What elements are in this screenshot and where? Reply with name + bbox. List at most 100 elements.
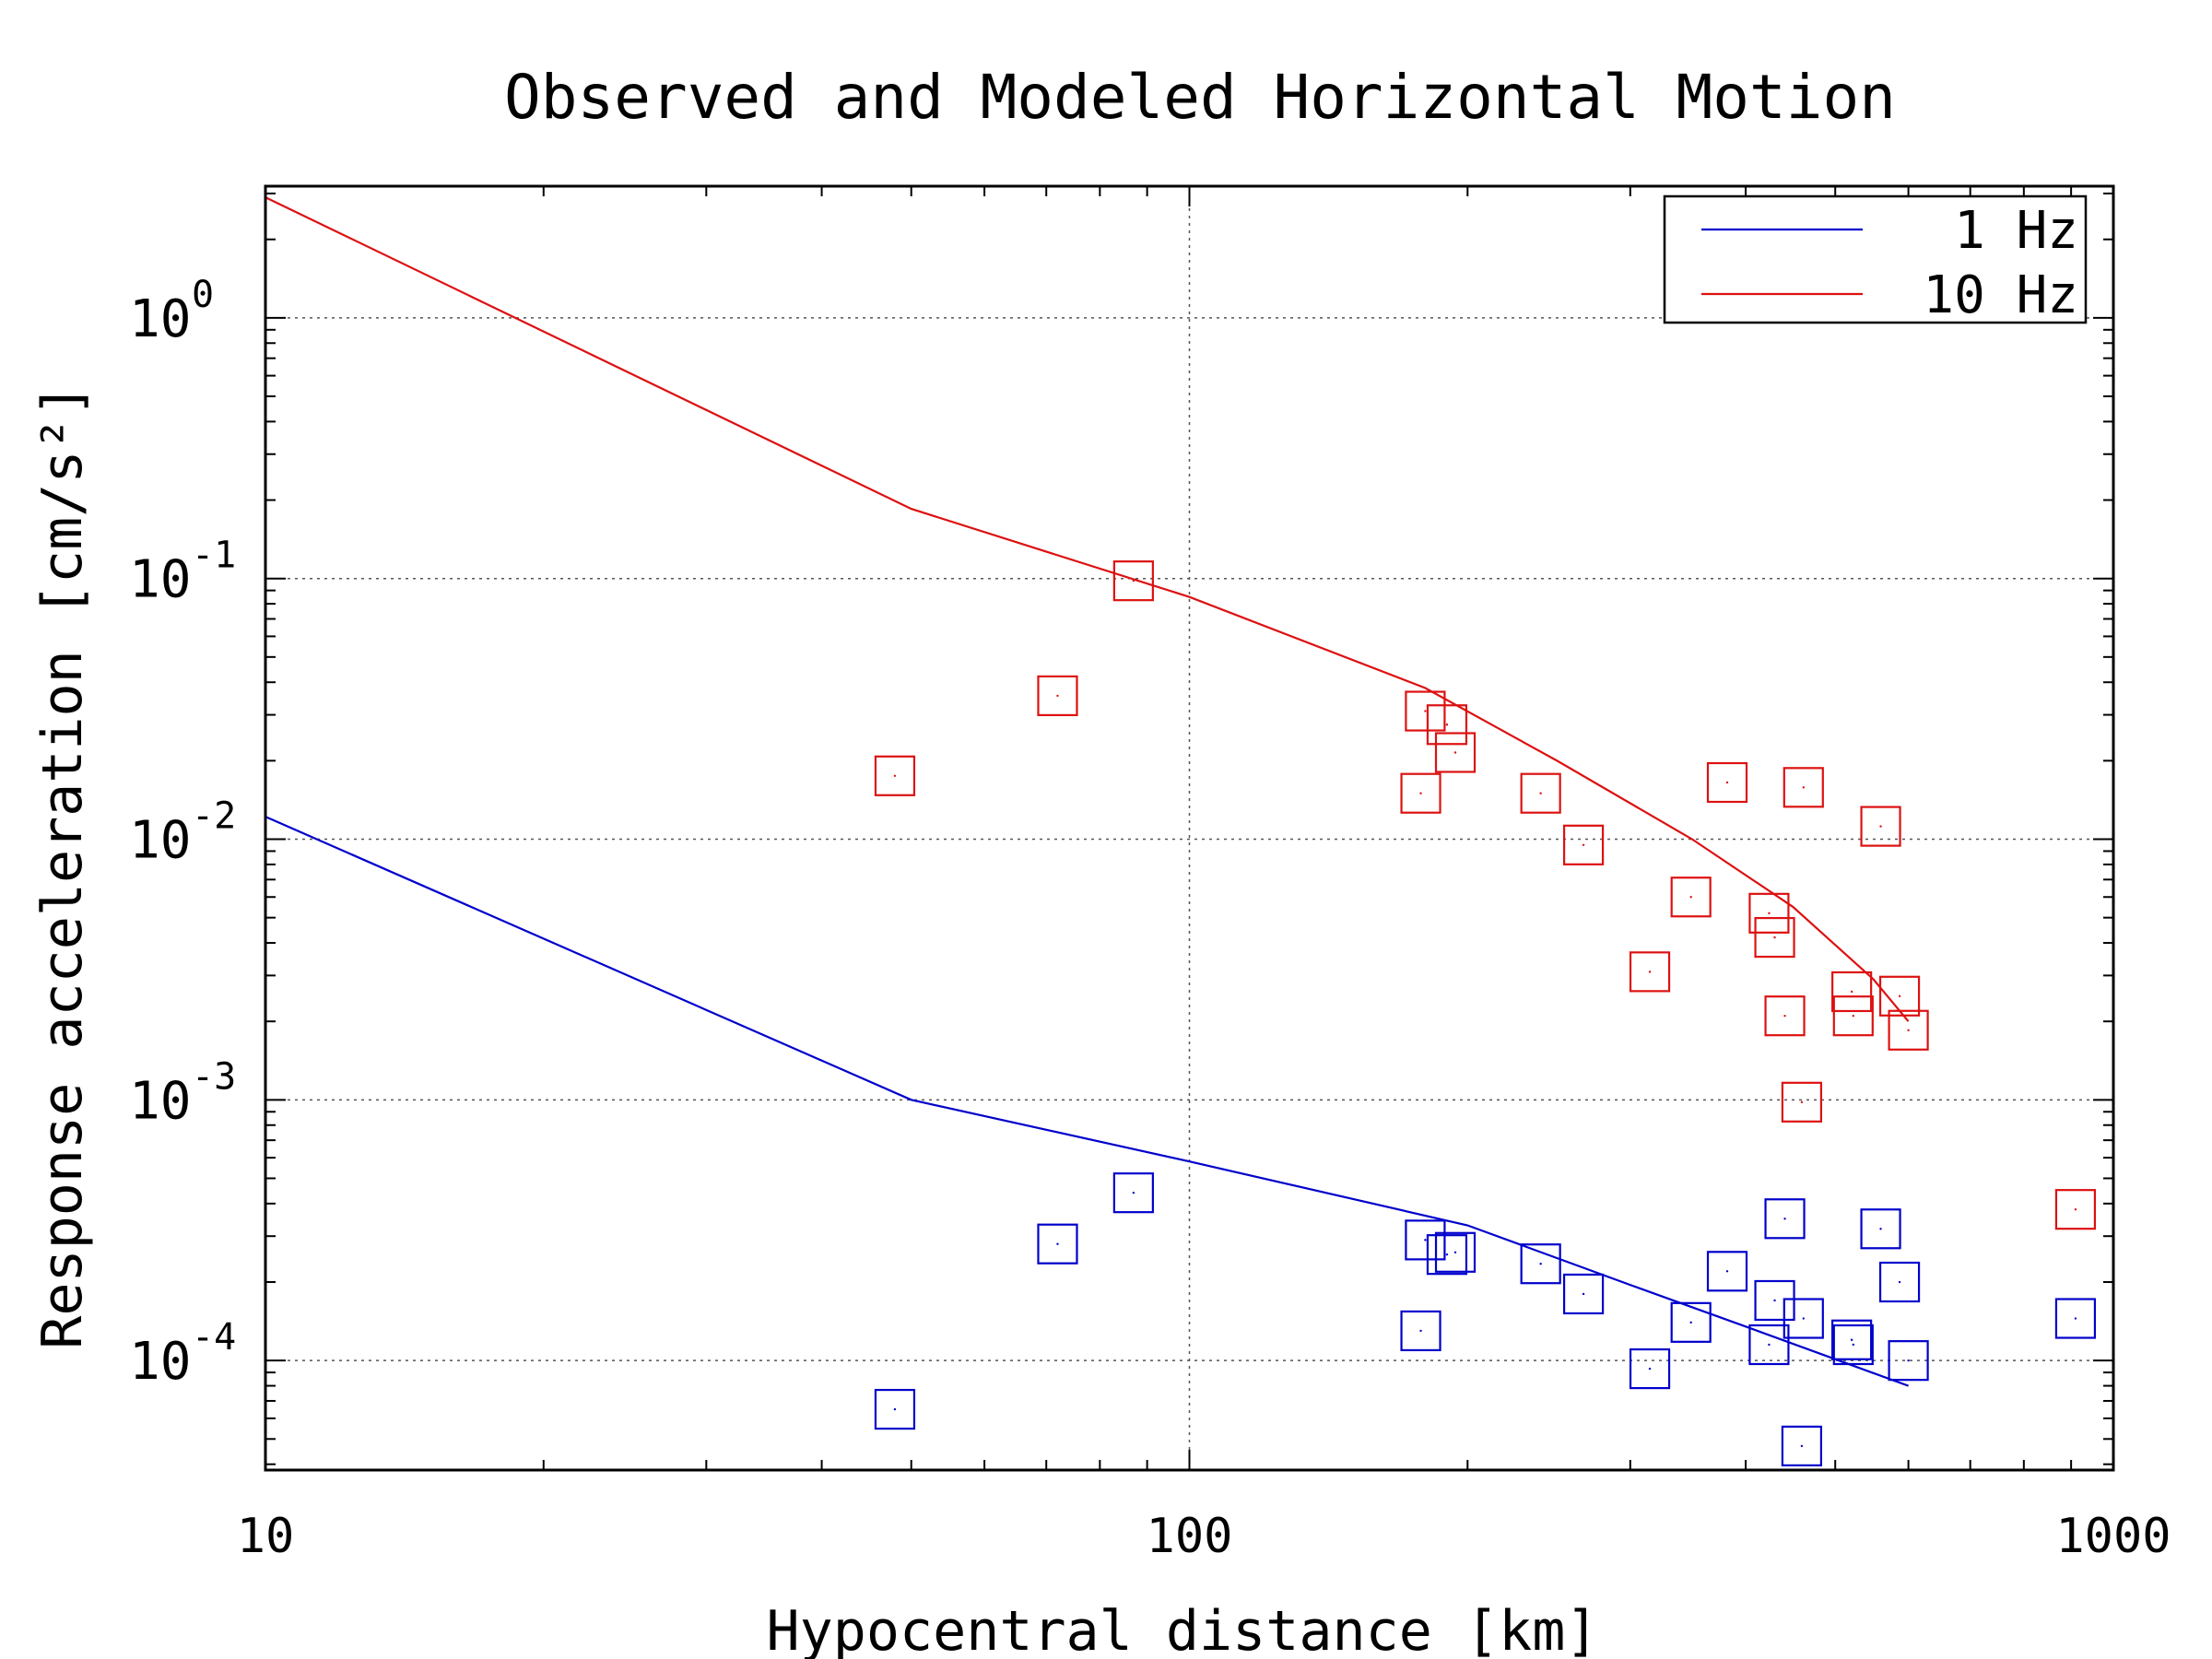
observed-point-center (1445, 1253, 1449, 1256)
y-tick-base: 10 (129, 1071, 191, 1131)
observed-point-1-hz (1783, 1298, 1824, 1339)
y-tick-exponent: -2 (192, 795, 236, 838)
observed-point-1-hz (1878, 1261, 1921, 1303)
observed-point-center (1783, 1015, 1786, 1018)
observed-point-10-hz (1754, 916, 1795, 959)
observed-point-center (1725, 1270, 1729, 1273)
y-tick-exponent: 0 (192, 274, 214, 316)
observed-point-1-hz (1629, 1347, 1671, 1390)
observed-point-center (893, 1407, 897, 1411)
observed-point-10-hz (1520, 772, 1561, 814)
observed-point-10-hz (1888, 1009, 1929, 1051)
y-tick-base: 10 (129, 550, 191, 610)
observed-point-1-hz (1748, 1324, 1790, 1366)
observed-point-1-hz (1832, 1324, 1874, 1366)
observed-point-1-hz (1831, 1319, 1873, 1360)
observed-point-10-hz (1748, 892, 1790, 934)
observed-point-center (1879, 825, 1882, 828)
observed-point-10-hz (1860, 806, 1901, 847)
observed-point-10-hz (1405, 690, 1446, 732)
y-tick-base: 10 (129, 289, 191, 349)
model-curve-1-hz (265, 816, 1909, 1387)
y-tick-base: 10 (129, 811, 191, 871)
observed-point-1-hz (2054, 1298, 2097, 1339)
observed-point-10-hz (1629, 951, 1671, 993)
observed-point-1-hz (1562, 1273, 1605, 1315)
observed-point-center (1802, 1317, 1806, 1320)
observed-point-10-hz (1400, 772, 1441, 814)
observed-point-center (1852, 1343, 1854, 1347)
axis-ticks (265, 186, 2113, 1470)
observed-point-center (1539, 792, 1542, 794)
observed-point-10-hz (1426, 704, 1468, 746)
x-tick-label: 100 (1147, 1509, 1233, 1564)
x-tick-labels: 10 100 1000 (237, 1509, 2171, 1564)
observed-point-1-hz (1426, 1234, 1468, 1276)
observed-point-10-hz (1764, 995, 1806, 1037)
y-tick-label: 10 -4 (129, 1316, 236, 1392)
observed-point-center (1879, 1228, 1882, 1230)
observed-point-10-hz (1037, 675, 1078, 716)
observed-point-center (1802, 786, 1806, 789)
observed-point-1-hz (1400, 1310, 1441, 1352)
y-tick-label: 10 -2 (129, 795, 236, 871)
observed-point-center (1689, 896, 1692, 899)
y-tick-exponent: -1 (192, 535, 236, 577)
y-tick-label: 10 -3 (129, 1055, 236, 1131)
y-tick-label: 10 0 (129, 274, 214, 349)
legend-box (1663, 194, 2088, 324)
observed-point-1-hz (1405, 1219, 1446, 1261)
observed-point-center (1056, 694, 1059, 698)
observed-point-center (2074, 1207, 2077, 1211)
observed-point-10-hz (874, 755, 916, 796)
observed-point-center (1539, 1263, 1542, 1265)
observed-point-center (2074, 1317, 2077, 1320)
observed-point-center (1453, 1251, 1457, 1253)
observed-point-1-hz (1888, 1340, 1929, 1382)
observed-point-center (1582, 843, 1585, 847)
observed-point-center (1907, 1359, 1910, 1362)
y-tick-exponent: -4 (192, 1316, 236, 1359)
observed-point-1-hz (1112, 1172, 1154, 1214)
observed-point-10-hz (1783, 767, 1824, 808)
grid-lines (265, 186, 2113, 1470)
observed-point-center (1424, 1239, 1427, 1241)
observed-point-1-hz (1434, 1231, 1477, 1273)
observed-point-1-hz (1706, 1251, 1748, 1292)
observed-point-1-hz (1860, 1208, 1901, 1250)
observed-point-center (1898, 994, 1901, 997)
observed-point-center (1850, 990, 1853, 994)
legend-label: 1 Hz (1954, 201, 2078, 261)
observed-point-10-hz (1562, 824, 1605, 865)
y-tick-base: 10 (129, 1332, 191, 1392)
model-curves (265, 196, 1910, 1387)
observed-point-center (1582, 1292, 1585, 1296)
observed-point-center (1419, 1329, 1422, 1333)
observed-point-10-hz (1781, 1081, 1823, 1123)
observed-point-10-hz (1112, 560, 1154, 602)
observed-point-center (1800, 1100, 1804, 1104)
observed-point-center (1132, 1191, 1135, 1194)
x-axis-label: Hypocentral distance [km] (766, 1599, 1598, 1659)
observed-point-center (1056, 1242, 1059, 1245)
observed-point-10-hz (1670, 877, 1712, 918)
observed-point-center (1648, 971, 1652, 973)
observed-point-center (1800, 1444, 1804, 1448)
y-tick-exponent: -3 (192, 1055, 236, 1098)
observed-point-center (1773, 935, 1776, 939)
observed-point-1-hz (1781, 1425, 1823, 1466)
observed-point-center (1424, 710, 1427, 712)
observed-markers (874, 560, 2097, 1466)
x-tick-label: 10 (237, 1509, 295, 1564)
observed-point-1-hz (1037, 1223, 1078, 1265)
observed-point-10-hz (1831, 971, 1873, 1013)
observed-point-10-hz (2054, 1189, 2097, 1230)
legend-label: 10 Hz (1923, 265, 2078, 325)
observed-point-1-hz (874, 1388, 916, 1430)
x-tick-label: 1000 (2055, 1509, 2171, 1564)
model-curve-10-hz (265, 196, 1910, 1022)
observed-point-center (893, 774, 897, 777)
observed-point-10-hz (1832, 995, 1874, 1037)
